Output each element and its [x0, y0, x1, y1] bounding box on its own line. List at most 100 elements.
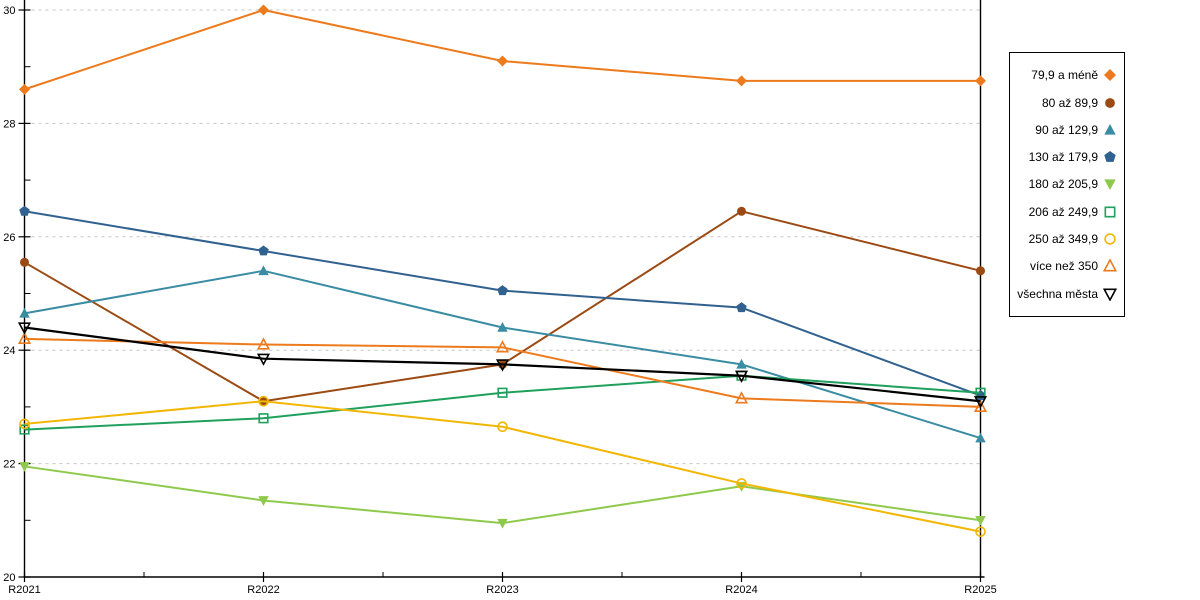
legend-circle-icon	[1105, 97, 1115, 108]
y-axis-tick-label: 26	[3, 232, 15, 244]
triangle-down-marker-icon	[17, 322, 32, 335]
circle-marker-icon	[975, 266, 986, 276]
diamond-marker-icon	[1104, 69, 1116, 82]
triangle-up-marker-icon	[1104, 123, 1116, 135]
legend-item-80-a-89-9: 80 až 89,9	[1014, 96, 1117, 110]
series-line	[24, 269, 981, 440]
x-axis-tick-label: R2023	[486, 584, 518, 596]
legend-item-206-a-249-9: 206 až 249,9	[1014, 205, 1117, 219]
series-line	[24, 337, 981, 408]
legend-triangle-up-icon	[1104, 123, 1116, 135]
legend-item-90-a-129-9: 90 až 129,9	[1014, 123, 1117, 137]
triangle-up-marker-icon	[19, 307, 30, 318]
y-axis-tick-label: 20	[3, 572, 15, 584]
legend-square-icon	[1104, 206, 1116, 218]
triangle-down-marker-icon	[973, 396, 988, 409]
square-marker-icon	[1104, 206, 1116, 218]
series-line	[23, 210, 981, 403]
circle-marker-icon	[258, 395, 269, 407]
legend-triangle-up-icon	[1103, 259, 1117, 272]
x-axis-tick-label: R2022	[247, 584, 279, 596]
series-250-a-349-9	[19, 395, 986, 537]
pentagon-marker-icon	[19, 205, 30, 216]
triangle-down-marker-icon	[975, 516, 986, 526]
legend-pentagon-icon	[1104, 151, 1116, 163]
legend-item-label: 180 až 205,9	[1028, 177, 1098, 192]
series-180-a-205-9	[19, 462, 986, 529]
series-v-echna-m-sta	[17, 322, 988, 409]
legend-item-label: 206 až 249,9	[1028, 204, 1098, 219]
legend-item-label: 250 až 349,9	[1028, 232, 1098, 247]
triangle-down-marker-icon	[19, 462, 30, 472]
circle-marker-icon	[19, 257, 30, 267]
triangle-down-marker-icon	[258, 496, 269, 506]
legend-item-250-a-349-9: 250 až 349,9	[1014, 232, 1117, 246]
x-axis-tick-label: R2025	[964, 584, 996, 596]
legend-triangle-down-icon	[1104, 179, 1116, 191]
series-90-a-129-9	[19, 265, 986, 443]
square-marker-icon	[19, 424, 30, 435]
circle-marker-icon	[1105, 97, 1115, 108]
series-v-ce-ne-350	[17, 331, 988, 412]
circle-marker-icon	[497, 421, 508, 433]
y-axis-tick-label: 22	[3, 459, 15, 471]
triangle-down-marker-icon	[495, 359, 510, 372]
triangle-down-marker-icon	[497, 518, 508, 529]
gridlines	[24, 9, 981, 465]
circle-marker-icon	[736, 478, 747, 489]
triangle-down-marker-icon	[1104, 179, 1116, 191]
series-206-a-249-9	[19, 370, 986, 435]
diamond-marker-icon	[497, 55, 508, 67]
legend-item-v-ce-ne-350: více než 350	[1014, 259, 1117, 273]
legend: 79,9 a méně 80 až 89,9 90 až 129,9 130 až 1…	[1009, 52, 1125, 317]
circle-marker-icon	[736, 206, 747, 216]
circle-marker-icon	[1104, 233, 1116, 245]
legend-item-79-9-a-m-n-: 79,9 a méně	[1014, 68, 1117, 82]
pentagon-marker-icon	[497, 285, 508, 296]
triangle-up-marker-icon	[1103, 259, 1117, 272]
triangle-up-marker-icon	[973, 399, 988, 412]
legend-item-label: 90 až 129,9	[1035, 122, 1098, 137]
diamond-marker-icon	[736, 75, 747, 87]
series-79-9-a-m-n-	[19, 4, 986, 95]
series-line	[24, 465, 981, 525]
x-axis-tick-label: R2024	[725, 584, 757, 596]
triangle-up-marker-icon	[256, 337, 271, 350]
square-marker-icon	[258, 413, 269, 424]
circle-marker-icon	[975, 526, 986, 537]
series-line	[24, 400, 981, 533]
x-axis-tick-label: R2021	[8, 584, 40, 596]
legend-circle-icon	[1104, 233, 1116, 245]
diamond-marker-icon	[19, 83, 30, 95]
y-axis-tick-label: 30	[3, 5, 15, 17]
diamond-marker-icon	[975, 75, 986, 87]
legend-item-v-echna-m-sta: všechna města	[1014, 287, 1117, 301]
y-axis-tick-label: 24	[3, 345, 15, 357]
series-line	[24, 9, 981, 91]
legend-item-label: 130 až 179,9	[1028, 150, 1098, 165]
triangle-down-marker-icon	[1103, 288, 1117, 301]
square-marker-icon	[497, 387, 508, 398]
triangle-up-marker-icon	[734, 391, 749, 404]
legend-item-130-a-179-9: 130 až 179,9	[1014, 150, 1117, 164]
triangle-down-marker-icon	[256, 353, 271, 366]
circle-marker-icon	[19, 418, 30, 430]
legend-triangle-down-icon	[1103, 288, 1117, 301]
triangle-up-marker-icon	[17, 331, 32, 344]
legend-item-180-a-205-9: 180 až 205,9	[1014, 177, 1117, 191]
y-axis-tick-label: 28	[3, 118, 15, 130]
series-line	[24, 374, 981, 431]
legend-item-label: 79,9 a méně	[1031, 68, 1098, 83]
legend-item-label: více než 350	[1029, 259, 1098, 274]
triangle-up-marker-icon	[258, 265, 269, 276]
legend-diamond-icon	[1104, 69, 1116, 82]
axes: 20 22 24 26 28 30 R2021 R2022 R2023 R2024 R2025	[3, 0, 997, 596]
pentagon-marker-icon	[258, 245, 269, 256]
legend-item-label: všechna města	[1017, 286, 1098, 301]
triangle-up-marker-icon	[497, 322, 508, 332]
legend-item-label: 80 až 89,9	[1041, 95, 1098, 110]
triangle-up-marker-icon	[736, 358, 747, 369]
triangle-up-marker-icon	[495, 340, 510, 353]
series-line	[24, 326, 981, 403]
